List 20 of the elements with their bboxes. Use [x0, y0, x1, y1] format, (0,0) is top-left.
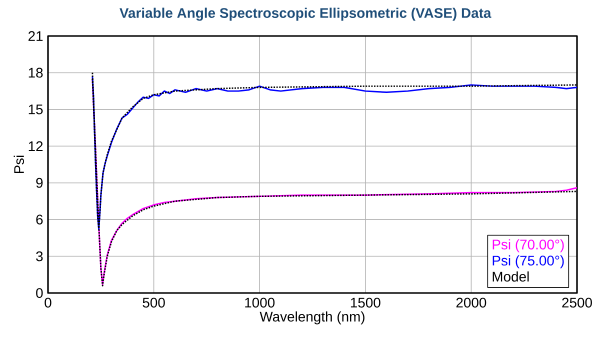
x-tick-label: 1000 [245, 298, 275, 308]
chart-title: Variable Angle Spectroscopic Ellipsometric (VASE) Data [120, 8, 492, 21]
x-tick-label: 500 [142, 298, 165, 308]
y-tick-label: 3 [36, 251, 43, 262]
y-tick-label: 15 [28, 104, 43, 114]
y-tick-label: 0 [36, 288, 43, 298]
x-tick-label: 1500 [350, 298, 380, 308]
text: Psi (70.00°) [492, 239, 564, 252]
y-tick-label: 21 [28, 31, 43, 41]
y-tick-label: 12 [28, 141, 43, 152]
x-tick-label: 2000 [456, 298, 486, 308]
y-tick-label: 6 [36, 214, 43, 225]
text: Psi (75.00°) [492, 255, 564, 268]
y-tick-label: 9 [36, 178, 43, 188]
y-tick-label: 18 [28, 68, 43, 78]
x-tick-label: 2500 [562, 298, 592, 308]
text: Model [492, 271, 529, 282]
x-axis-title: Wavelength (nm) [260, 311, 364, 324]
x-tick-label: 0 [44, 298, 52, 308]
y-axis-title: Psi [14, 156, 24, 174]
